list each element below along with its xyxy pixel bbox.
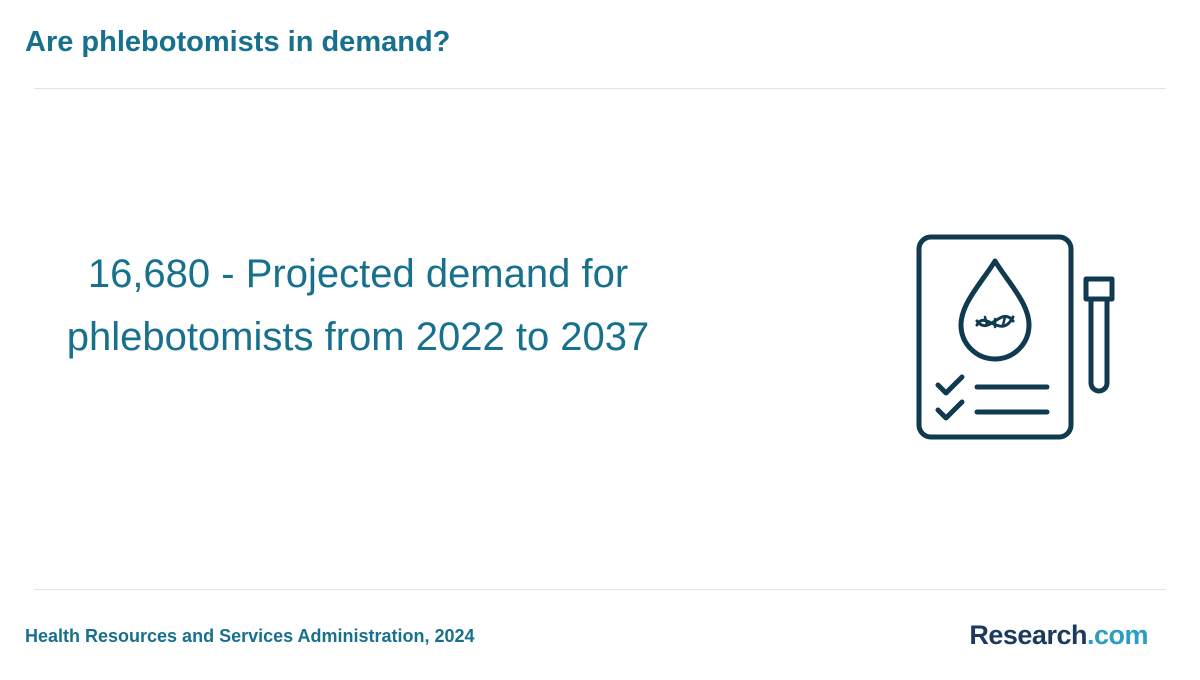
logo-domain: .com: [1086, 620, 1149, 650]
logo-name: Research: [969, 620, 1087, 650]
lab-report-icon: [916, 234, 1115, 440]
source: Health Resources and Services Administra…: [25, 626, 475, 646]
divider: [34, 589, 1166, 590]
logo: Research.com: [969, 620, 1148, 651]
title: Are phlebotomists in demand?: [25, 26, 451, 58]
stat-text: 16,680 - Projected demand for phlebotomi…: [66, 252, 650, 359]
divider: [34, 88, 1166, 89]
